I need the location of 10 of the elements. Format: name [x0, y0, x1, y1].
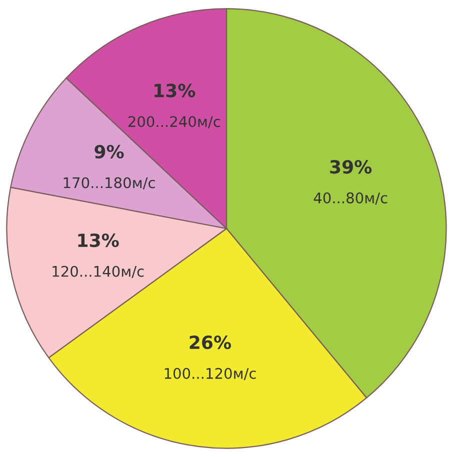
- slice-label: 200...240м/с: [128, 116, 220, 128]
- data-label: 9%: [94, 144, 124, 158]
- data-label: 13%: [78, 233, 119, 248]
- slice-label: 120...140м/с: [52, 266, 144, 278]
- slice-label: 100...120м/с: [164, 368, 256, 380]
- data-label: 26%: [190, 336, 232, 350]
- slice-label: 170...180м/с: [64, 177, 155, 190]
- data-label: 39%: [330, 160, 372, 174]
- data-label: 13%: [154, 84, 196, 98]
- slice-label: 40...80м/с: [314, 192, 388, 205]
